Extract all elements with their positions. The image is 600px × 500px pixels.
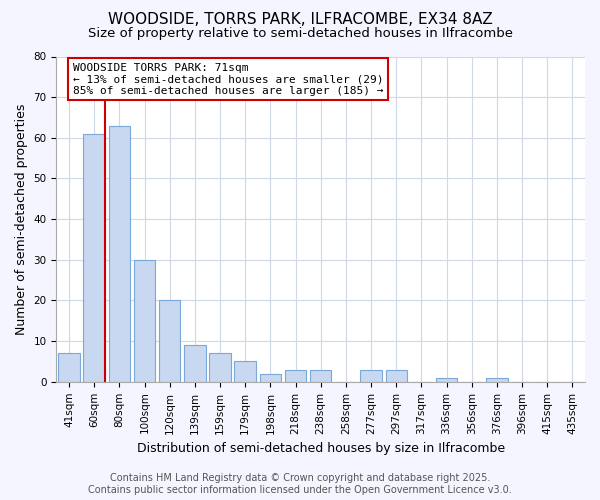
Bar xyxy=(83,134,105,382)
Bar xyxy=(58,354,80,382)
Bar xyxy=(486,378,508,382)
Text: WOODSIDE, TORRS PARK, ILFRACOMBE, EX34 8AZ: WOODSIDE, TORRS PARK, ILFRACOMBE, EX34 8… xyxy=(107,12,493,28)
Bar xyxy=(436,378,457,382)
Bar xyxy=(386,370,407,382)
Text: Size of property relative to semi-detached houses in Ilfracombe: Size of property relative to semi-detach… xyxy=(88,28,512,40)
Bar xyxy=(134,260,155,382)
Bar xyxy=(159,300,181,382)
X-axis label: Distribution of semi-detached houses by size in Ilfracombe: Distribution of semi-detached houses by … xyxy=(137,442,505,455)
Y-axis label: Number of semi-detached properties: Number of semi-detached properties xyxy=(15,104,28,335)
Bar xyxy=(310,370,331,382)
Text: Contains HM Land Registry data © Crown copyright and database right 2025.
Contai: Contains HM Land Registry data © Crown c… xyxy=(88,474,512,495)
Bar xyxy=(109,126,130,382)
Bar xyxy=(235,362,256,382)
Text: WOODSIDE TORRS PARK: 71sqm
← 13% of semi-detached houses are smaller (29)
85% of: WOODSIDE TORRS PARK: 71sqm ← 13% of semi… xyxy=(73,62,383,96)
Bar xyxy=(209,354,231,382)
Bar xyxy=(285,370,306,382)
Bar xyxy=(260,374,281,382)
Bar xyxy=(361,370,382,382)
Bar xyxy=(184,345,206,382)
